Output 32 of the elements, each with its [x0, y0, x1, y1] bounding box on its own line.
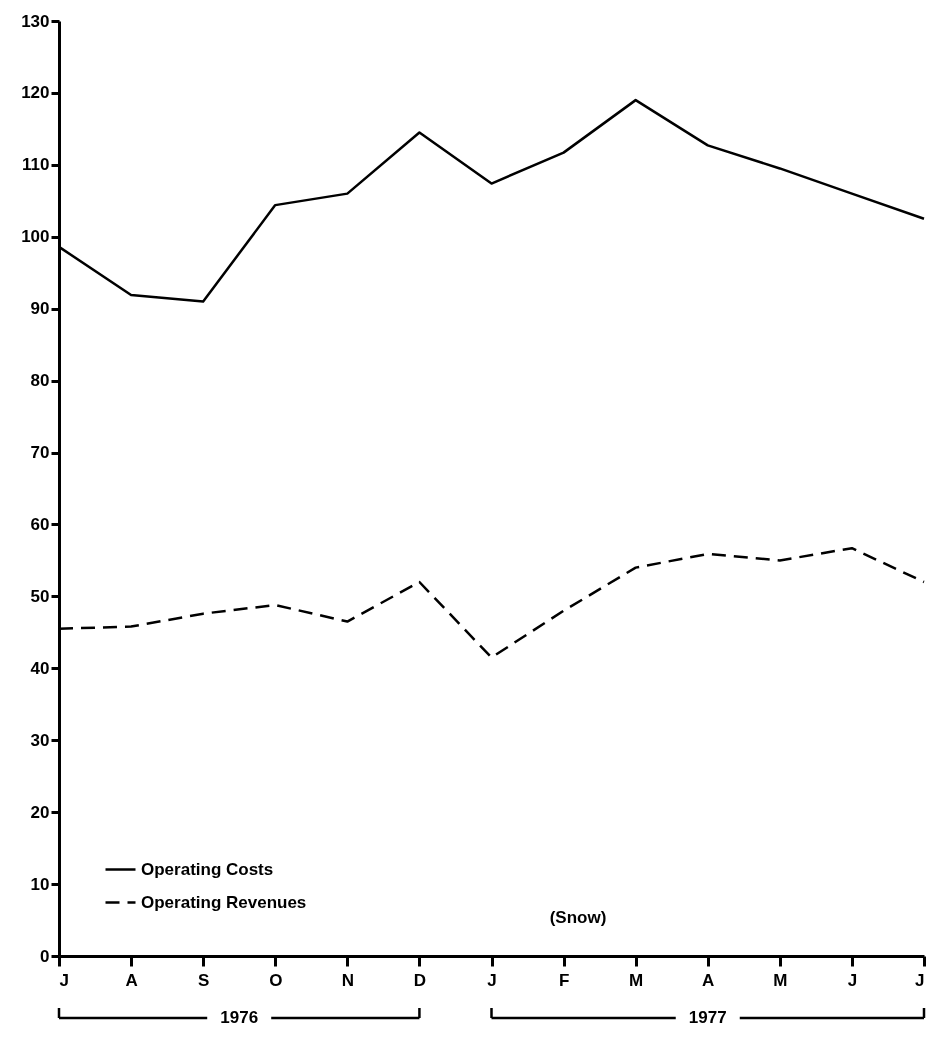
- y-tick-label: 0: [40, 946, 50, 966]
- x-tick-label: N: [341, 970, 354, 990]
- y-tick-label: 30: [30, 730, 50, 750]
- x-tick-label: F: [558, 970, 570, 990]
- x-tick-label: O: [269, 970, 283, 990]
- text: 1976: [220, 1008, 259, 1027]
- x-tick-label: S: [197, 970, 210, 990]
- text: 1977: [688, 1008, 727, 1027]
- y-tick-label: 50: [30, 586, 50, 606]
- y-tick-label: 70: [30, 443, 50, 463]
- y-tick-label: 110: [22, 155, 50, 175]
- y-tick-label: 90: [30, 299, 50, 319]
- y-tick-label: 40: [30, 658, 50, 678]
- x-tick-label: M: [773, 970, 788, 990]
- y-tick-label: 130: [21, 11, 50, 31]
- y-tick-label: 100: [21, 227, 50, 247]
- x-tick-label: D: [413, 970, 427, 990]
- y-tick-label: 80: [30, 371, 50, 391]
- x-tick-label: J: [59, 970, 69, 990]
- legend-label: Operating Costs: [141, 859, 274, 879]
- y-tick-label: 60: [30, 514, 50, 534]
- x-tick-label: M: [629, 970, 644, 990]
- x-tick-label: J: [487, 970, 497, 990]
- x-tick-label: A: [702, 970, 715, 990]
- y-tick-label: 20: [30, 802, 50, 822]
- legend-label: Operating Revenues: [141, 892, 307, 912]
- x-tick-label: A: [125, 970, 138, 990]
- x-tick-label: J: [915, 970, 925, 990]
- y-tick-label: 120: [21, 83, 50, 103]
- annotation: (Snow): [549, 908, 607, 927]
- x-tick-label: J: [847, 970, 858, 990]
- y-tick-label: 10: [30, 874, 50, 894]
